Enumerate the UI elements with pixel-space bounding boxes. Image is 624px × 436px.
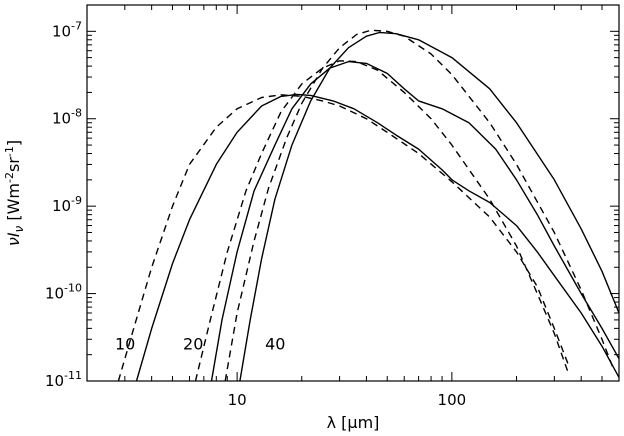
series-line-5 <box>239 31 620 382</box>
x-tick-label: 10 <box>228 391 247 409</box>
y-axis-label: νIν [Wm-2sr-1] <box>3 140 26 246</box>
series-line-2 <box>117 94 570 382</box>
series-line-6 <box>224 29 615 382</box>
y-tick-label: 10-8 <box>52 107 82 128</box>
y-tick-label: 10-10 <box>45 282 82 303</box>
plot-frame <box>86 4 620 382</box>
x-tick-label: 100 <box>438 391 467 409</box>
series-line-1 <box>135 93 620 382</box>
y-ticks: 10-11 10-10 10-9 10-8 10-7 <box>45 4 619 390</box>
curve-annotation: 40 <box>265 334 285 353</box>
curve-annotation: 10 <box>115 334 135 353</box>
y-tick-label: 10-9 <box>52 194 82 215</box>
series-line-4 <box>194 60 570 382</box>
y-tick-label: 10-11 <box>45 369 82 390</box>
y-tick-label: 10-7 <box>52 19 82 40</box>
x-ticks: 10 100 <box>86 5 620 409</box>
series-line-3 <box>210 60 620 382</box>
curves <box>117 29 620 382</box>
curve-annotation: 20 <box>183 334 203 353</box>
annotations: 10 20 40 <box>115 334 285 353</box>
x-axis-label: λ [μm] <box>327 413 380 432</box>
